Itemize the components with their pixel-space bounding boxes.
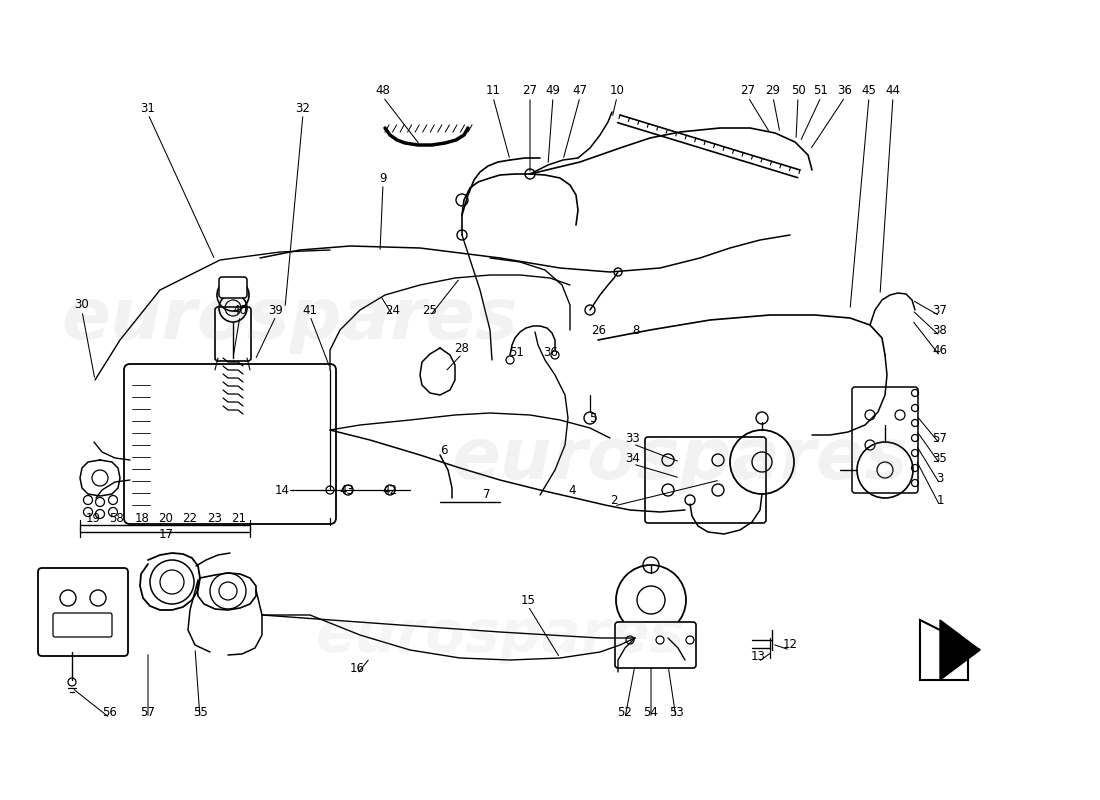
Text: 8: 8 (632, 323, 640, 337)
Text: 57: 57 (141, 706, 155, 718)
Text: 16: 16 (350, 662, 364, 674)
Text: 7: 7 (483, 487, 491, 501)
FancyBboxPatch shape (39, 568, 128, 656)
FancyBboxPatch shape (852, 387, 918, 493)
Text: 14: 14 (275, 483, 289, 497)
Text: 24: 24 (385, 303, 400, 317)
Text: 25: 25 (422, 303, 438, 317)
Text: 5: 5 (590, 411, 596, 425)
Text: 17: 17 (158, 529, 174, 542)
Text: eurospares: eurospares (316, 606, 684, 663)
Text: 48: 48 (375, 85, 390, 98)
Text: 37: 37 (933, 303, 947, 317)
Text: 2: 2 (610, 494, 618, 506)
Text: 32: 32 (296, 102, 310, 114)
Text: 49: 49 (546, 85, 561, 98)
Text: eurospares: eurospares (452, 426, 909, 494)
Text: 19: 19 (86, 511, 100, 525)
Text: 1: 1 (936, 494, 944, 506)
Text: 51: 51 (814, 85, 828, 98)
Text: 36: 36 (543, 346, 559, 358)
Text: 44: 44 (886, 85, 901, 98)
Text: 20: 20 (158, 511, 174, 525)
Text: 45: 45 (861, 85, 877, 98)
Text: 42: 42 (383, 483, 397, 497)
Text: 41: 41 (302, 303, 318, 317)
Text: 40: 40 (232, 303, 248, 317)
Text: 33: 33 (626, 431, 640, 445)
Text: 3: 3 (936, 471, 944, 485)
Text: 9: 9 (379, 171, 387, 185)
Text: 27: 27 (522, 85, 538, 98)
Polygon shape (920, 620, 980, 680)
Text: 54: 54 (644, 706, 659, 718)
Text: 27: 27 (740, 85, 756, 98)
FancyBboxPatch shape (214, 307, 251, 361)
FancyBboxPatch shape (615, 622, 696, 668)
FancyBboxPatch shape (53, 613, 112, 637)
Text: 46: 46 (933, 343, 947, 357)
Text: 53: 53 (669, 706, 683, 718)
Text: 11: 11 (485, 85, 501, 98)
Text: 38: 38 (933, 323, 947, 337)
Text: 52: 52 (617, 706, 632, 718)
FancyBboxPatch shape (645, 437, 766, 523)
Text: 22: 22 (183, 511, 198, 525)
Text: 51: 51 (509, 346, 525, 358)
Text: 50: 50 (791, 85, 805, 98)
Text: 35: 35 (933, 451, 947, 465)
Text: 56: 56 (102, 706, 118, 718)
FancyBboxPatch shape (219, 277, 248, 298)
Text: 30: 30 (75, 298, 89, 311)
Text: 31: 31 (141, 102, 155, 114)
Text: 55: 55 (192, 706, 208, 718)
Text: 58: 58 (110, 511, 124, 525)
Text: 4: 4 (569, 483, 575, 497)
Text: 26: 26 (592, 323, 606, 337)
Text: 15: 15 (520, 594, 536, 606)
Text: 12: 12 (782, 638, 797, 650)
Text: 6: 6 (440, 443, 448, 457)
Text: 13: 13 (750, 650, 766, 662)
Text: 21: 21 (231, 511, 246, 525)
Text: 34: 34 (626, 451, 640, 465)
Text: eurospares: eurospares (62, 286, 518, 354)
Text: 43: 43 (340, 483, 354, 497)
Text: 39: 39 (268, 303, 284, 317)
Text: 23: 23 (208, 511, 222, 525)
Text: 18: 18 (134, 511, 150, 525)
FancyBboxPatch shape (124, 364, 336, 524)
Polygon shape (940, 620, 980, 680)
Text: 10: 10 (609, 85, 625, 98)
Text: 47: 47 (572, 85, 587, 98)
Text: 29: 29 (766, 85, 781, 98)
Text: 36: 36 (837, 85, 852, 98)
Text: 28: 28 (454, 342, 470, 354)
Text: 57: 57 (933, 431, 947, 445)
